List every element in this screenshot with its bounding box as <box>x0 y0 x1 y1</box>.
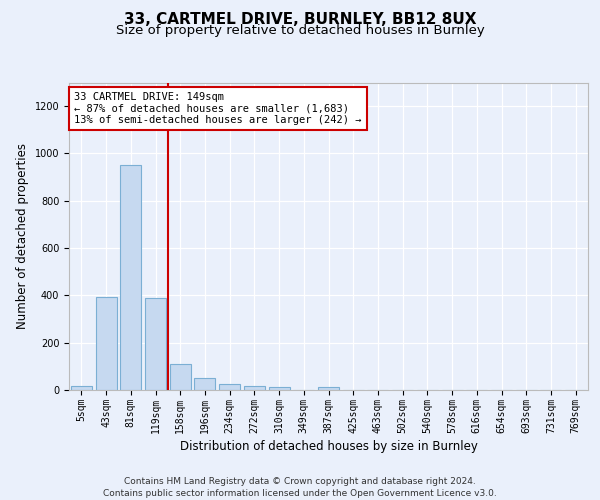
Text: Contains HM Land Registry data © Crown copyright and database right 2024.
Contai: Contains HM Land Registry data © Crown c… <box>103 476 497 498</box>
Y-axis label: Number of detached properties: Number of detached properties <box>16 143 29 329</box>
X-axis label: Distribution of detached houses by size in Burnley: Distribution of detached houses by size … <box>179 440 478 453</box>
Bar <box>269 386 290 390</box>
Bar <box>145 298 166 390</box>
Bar <box>71 386 92 390</box>
Bar <box>95 296 116 390</box>
Text: 33, CARTMEL DRIVE, BURNLEY, BB12 8UX: 33, CARTMEL DRIVE, BURNLEY, BB12 8UX <box>124 12 476 28</box>
Bar <box>219 384 240 390</box>
Bar <box>120 166 141 390</box>
Text: Size of property relative to detached houses in Burnley: Size of property relative to detached ho… <box>116 24 484 37</box>
Bar <box>194 378 215 390</box>
Text: 33 CARTMEL DRIVE: 149sqm
← 87% of detached houses are smaller (1,683)
13% of sem: 33 CARTMEL DRIVE: 149sqm ← 87% of detach… <box>74 92 362 125</box>
Bar <box>244 386 265 390</box>
Bar <box>318 386 339 390</box>
Bar <box>170 364 191 390</box>
